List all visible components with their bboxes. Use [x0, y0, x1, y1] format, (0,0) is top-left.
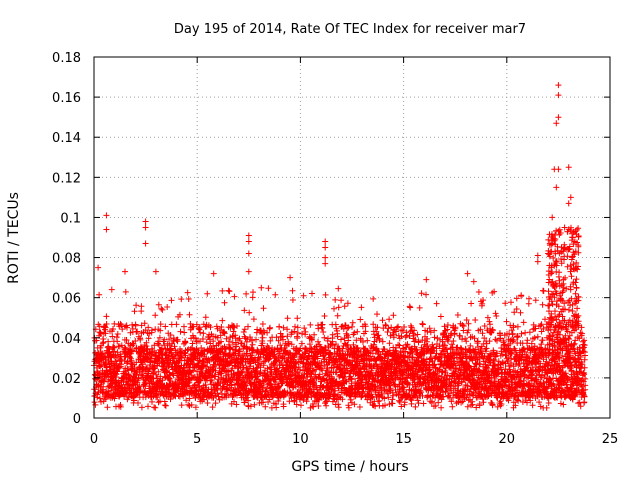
x-tick-label: 10 — [292, 432, 309, 447]
axis-ticks: 0 0.02 0.04 0.06 0.08 0.1 0.12 0.14 0.16 0.18 0 5 10… — [52, 51, 618, 447]
x-tick-label: 20 — [499, 432, 516, 447]
data-points — [91, 82, 589, 411]
y-tick-label: 0.08 — [52, 252, 81, 267]
y-tick-label: 0.06 — [52, 292, 81, 307]
y-tick-label: 0.18 — [52, 51, 81, 66]
chart-title: Day 195 of 2014, Rate Of TEC Index for r… — [174, 22, 526, 37]
x-tick-label: 25 — [602, 432, 619, 447]
y-tick-label: 0.16 — [52, 91, 81, 106]
y-axis-label: ROTI / TECUs — [6, 192, 22, 284]
y-tick-label: 0.12 — [52, 171, 81, 186]
x-tick-label: 5 — [193, 432, 201, 447]
roti-series-markers — [91, 82, 589, 411]
y-tick-label: 0.04 — [52, 332, 81, 347]
plot-frame — [93, 56, 611, 419]
x-tick-label: 0 — [90, 432, 98, 447]
x-tick-label: 15 — [395, 432, 412, 447]
y-tick-label: 0.14 — [52, 131, 81, 146]
y-tick-label: 0 — [73, 412, 81, 427]
x-axis-label: GPS time / hours — [291, 459, 408, 475]
y-tick-label: 0.02 — [52, 372, 81, 387]
y-tick-label: 0.1 — [60, 211, 81, 226]
